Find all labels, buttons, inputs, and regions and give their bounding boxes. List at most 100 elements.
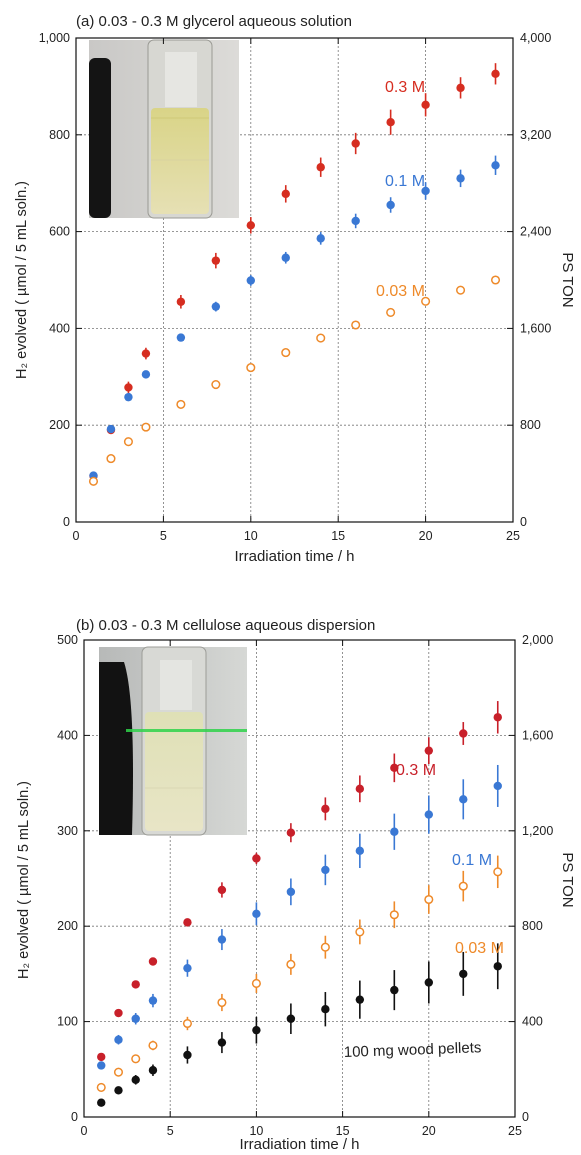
panel-b-data-point (320, 942, 330, 952)
panel-a-data-point (211, 302, 221, 311)
panel-a-plot-frame (75, 37, 514, 523)
panel-b-data-point (459, 969, 468, 979)
panel-a-legend-0.3M: 0.3 M (385, 79, 425, 96)
panel-a-data-point (351, 216, 360, 226)
panel-a-y-axis-label: H₂ evolved ( µmol / 5 mL soln.) (14, 181, 30, 379)
panel-a-data-point (351, 139, 360, 148)
panel-b-data-point (424, 894, 434, 905)
panel-b-legend-wood: 100 mg wood pellets (344, 1039, 482, 1061)
panel-b-y-tick-label: 100 (57, 1015, 78, 1029)
panel-a-y-tick-label: 800 (49, 128, 70, 142)
panel-a-legend-0.03M: 0.03 M (376, 283, 425, 300)
panel-b-data-point (321, 1004, 330, 1014)
panel-b-x-tick-label: 5 (167, 1124, 174, 1138)
panel-b-y2-tick-label: 1,200 (522, 824, 553, 838)
panel-b-data-point (286, 1014, 296, 1023)
panel-a-title: (a) 0.03 - 0.3 M glycerol aqueous soluti… (76, 13, 352, 30)
panel-a-data-point (281, 253, 290, 262)
panel-a-y-tick-label: 200 (49, 418, 70, 432)
panel-a-data-point (211, 256, 221, 265)
panel-b-y-tick-label: 300 (57, 824, 78, 838)
panel-a-y2-axis-label: PS TON (559, 252, 576, 307)
panel-b-x-tick-label: 20 (422, 1124, 436, 1138)
panel-b-y2-tick-label: 800 (522, 919, 543, 933)
panel-b-data-point (131, 1075, 140, 1084)
panel-b-data-point (252, 909, 261, 918)
panel-b-series-1 (97, 764, 502, 1070)
panel-b-data-point (148, 996, 158, 1005)
panel-a-y-tick-label: 400 (49, 321, 70, 335)
panel-b-data-point (286, 887, 296, 897)
panel-a-data-point (141, 370, 151, 379)
panel-b-plot-frame (83, 639, 516, 1118)
panel-b-data-point (114, 1008, 123, 1018)
panel-b-data-point (114, 1035, 123, 1044)
panel-b-data-point (96, 1082, 106, 1092)
panel-b-data-point (355, 995, 365, 1004)
panel-a-series (88, 63, 501, 486)
panel-b-data-point (390, 827, 399, 836)
panel-b-data-point (217, 1038, 227, 1047)
panel-a-data-point (386, 118, 395, 127)
panel-b-data-point (424, 978, 433, 987)
panel-b-x-tick-label: 0 (81, 1124, 88, 1138)
panel-b-x-tick-label: 15 (336, 1124, 350, 1138)
panel-a-data-point (421, 100, 430, 109)
panel-a-data-point (491, 161, 500, 170)
panel-b-data-point (217, 885, 227, 895)
panel-b-data-point (459, 729, 468, 738)
panel-b-y-tick-label: 500 (57, 633, 78, 647)
panel-b-data-point (97, 1052, 106, 1062)
panel-a-x-tick-label: 10 (244, 529, 258, 543)
panel-b-series-2 (96, 855, 503, 1092)
panel-a-data-point (386, 307, 396, 317)
panel-b-data-point (355, 784, 365, 794)
panel-b-y2-tick-label: 1,600 (522, 728, 553, 742)
panel-a-data-point (281, 189, 290, 199)
panel-a-data-point (123, 437, 133, 447)
panel-a-data-point (211, 379, 221, 390)
panel-a-x-axis-label: Irradiation time / h (234, 548, 354, 565)
panel-b-data-point (252, 854, 261, 863)
panel-a-y2-tick-label: 3,200 (520, 128, 551, 142)
panel-b-data-point (286, 828, 296, 837)
panel-b-data-point (217, 935, 227, 944)
panel-a-data-point (490, 275, 501, 285)
panel-b-y-tick-label: 400 (57, 728, 78, 742)
panel-b-data-point (493, 713, 502, 722)
panel-a-x-tick-label: 20 (419, 529, 433, 543)
panel-b-inset-photo (99, 646, 247, 836)
panel-b-series (96, 701, 503, 1107)
panel-b-y-tick-label: 0 (71, 1110, 78, 1124)
panel-b-data-point (424, 746, 433, 755)
panel-a-data-point (141, 422, 151, 432)
panel-a-data-point (176, 297, 186, 306)
panel-a-data-point (88, 476, 99, 486)
panel-b-data-point (321, 865, 330, 875)
panel-b-data-point (424, 810, 433, 819)
panel-b-data-point (493, 781, 502, 791)
panel-a-inset-photo (89, 39, 239, 219)
panel-b-data-point (390, 763, 399, 773)
panel-b-data-point (390, 985, 399, 995)
panel-b-y2-tick-label: 0 (522, 1110, 529, 1124)
panel-a-x-tick-label: 25 (506, 529, 520, 543)
panel-a-y-tick-label: 600 (49, 225, 70, 239)
panel-b-data-point (286, 959, 296, 969)
panel-a-data-point (176, 399, 186, 409)
panel-a-data-point (106, 424, 116, 434)
panel-a-y2-tick-label: 0 (520, 515, 527, 529)
panel-b-data-point (131, 980, 140, 989)
panel-a-y2-tick-label: 1,600 (520, 321, 551, 335)
panel-b-legend-0.1M: 0.1 M (452, 852, 492, 869)
panel-b-y2-axis-label: PS TON (559, 852, 576, 907)
panel-a-data-point (246, 221, 255, 230)
panel-a-y2-tick-label: 800 (520, 418, 541, 432)
panel-b-data-point (493, 962, 502, 971)
panel-b-legend-0.03M: 0.03 M (455, 940, 504, 957)
panel-b-data-point (183, 963, 192, 973)
panel-b-data-point (148, 1066, 158, 1075)
panel-b-data-point (97, 1098, 106, 1107)
panel-b-y2-tick-label: 400 (522, 1015, 543, 1029)
panel-a-data-point (386, 200, 395, 210)
